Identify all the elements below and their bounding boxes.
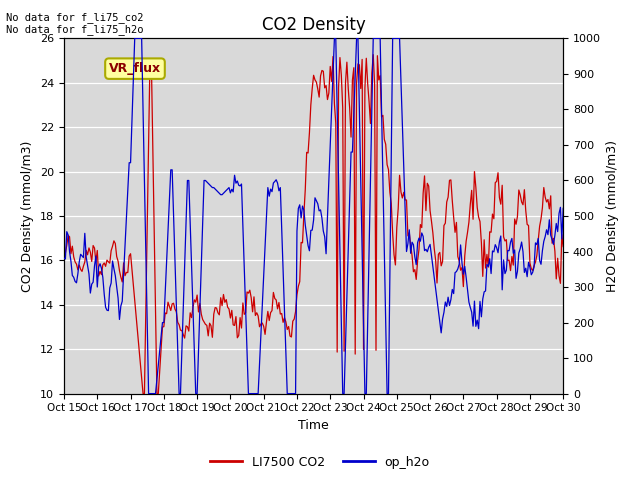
X-axis label: Time: Time xyxy=(298,419,329,432)
Y-axis label: H2O Density (mmol/m3): H2O Density (mmol/m3) xyxy=(607,140,620,292)
Text: No data for f_li75_co2: No data for f_li75_co2 xyxy=(6,12,144,23)
Text: VR_flux: VR_flux xyxy=(109,62,161,75)
Legend: LI7500 CO2, op_h2o: LI7500 CO2, op_h2o xyxy=(205,451,435,474)
Title: CO2 Density: CO2 Density xyxy=(262,16,365,34)
Y-axis label: CO2 Density (mmol/m3): CO2 Density (mmol/m3) xyxy=(22,140,35,292)
Text: No data for f_li75_h2o: No data for f_li75_h2o xyxy=(6,24,144,35)
